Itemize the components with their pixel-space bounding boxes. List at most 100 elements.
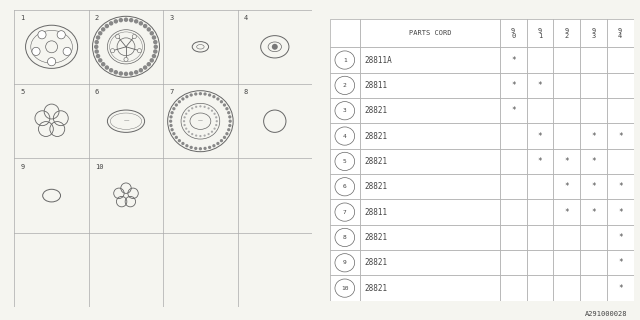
Text: 28821: 28821 bbox=[365, 157, 388, 166]
Bar bbox=[330, 174, 360, 199]
Bar bbox=[360, 276, 500, 301]
Circle shape bbox=[129, 18, 133, 22]
Circle shape bbox=[172, 107, 175, 110]
Text: 5: 5 bbox=[20, 89, 24, 95]
Circle shape bbox=[178, 139, 181, 142]
Bar bbox=[607, 199, 634, 225]
Bar bbox=[527, 124, 554, 149]
Bar bbox=[607, 19, 634, 47]
Circle shape bbox=[216, 142, 220, 145]
Circle shape bbox=[169, 120, 172, 123]
Text: 28821: 28821 bbox=[365, 132, 388, 140]
Circle shape bbox=[228, 124, 232, 127]
Bar bbox=[580, 98, 607, 124]
Bar bbox=[330, 124, 360, 149]
Circle shape bbox=[207, 107, 210, 109]
Bar bbox=[330, 19, 360, 47]
Text: *: * bbox=[564, 157, 569, 166]
Bar bbox=[330, 250, 360, 276]
Bar bbox=[607, 250, 634, 276]
Bar bbox=[500, 149, 527, 174]
Circle shape bbox=[170, 111, 173, 114]
Bar bbox=[360, 250, 500, 276]
Circle shape bbox=[195, 134, 197, 137]
Bar bbox=[580, 149, 607, 174]
Bar bbox=[500, 73, 527, 98]
Text: PARTS CORD: PARTS CORD bbox=[409, 30, 451, 36]
Circle shape bbox=[152, 54, 156, 58]
Circle shape bbox=[228, 115, 232, 118]
Bar bbox=[330, 199, 360, 225]
Circle shape bbox=[101, 62, 106, 67]
Circle shape bbox=[134, 19, 138, 24]
Text: 28821: 28821 bbox=[365, 284, 388, 292]
Circle shape bbox=[208, 93, 211, 97]
Bar bbox=[500, 225, 527, 250]
Text: *: * bbox=[618, 132, 623, 140]
Circle shape bbox=[147, 27, 151, 32]
Bar bbox=[554, 73, 580, 98]
Text: *: * bbox=[618, 258, 623, 267]
Bar bbox=[500, 174, 527, 199]
Circle shape bbox=[181, 142, 184, 145]
Text: *: * bbox=[538, 81, 542, 90]
Circle shape bbox=[189, 146, 193, 149]
Text: 2: 2 bbox=[95, 15, 99, 21]
Circle shape bbox=[104, 24, 109, 28]
Text: 6: 6 bbox=[343, 184, 347, 189]
Text: 9: 9 bbox=[343, 260, 347, 265]
Bar bbox=[330, 225, 360, 250]
Text: *: * bbox=[538, 157, 542, 166]
Circle shape bbox=[191, 133, 193, 135]
Bar bbox=[607, 124, 634, 149]
Text: 9
4: 9 4 bbox=[618, 28, 622, 39]
Circle shape bbox=[212, 144, 216, 148]
Circle shape bbox=[101, 27, 106, 32]
Bar bbox=[580, 19, 607, 47]
Text: 4: 4 bbox=[244, 15, 248, 21]
Bar bbox=[330, 98, 360, 124]
Circle shape bbox=[207, 133, 210, 135]
Circle shape bbox=[118, 71, 123, 76]
Circle shape bbox=[181, 97, 184, 100]
Bar bbox=[527, 73, 554, 98]
Circle shape bbox=[113, 19, 118, 24]
Circle shape bbox=[225, 132, 228, 135]
Bar bbox=[360, 199, 500, 225]
Circle shape bbox=[150, 58, 154, 63]
Text: A291000028: A291000028 bbox=[585, 311, 627, 317]
Text: *: * bbox=[511, 81, 516, 90]
Circle shape bbox=[132, 35, 136, 39]
Bar bbox=[500, 124, 527, 149]
Circle shape bbox=[170, 128, 173, 131]
Circle shape bbox=[96, 35, 100, 40]
Bar bbox=[527, 98, 554, 124]
Text: 1: 1 bbox=[343, 58, 347, 62]
Circle shape bbox=[184, 124, 186, 126]
Circle shape bbox=[63, 47, 71, 55]
Text: 9
1: 9 1 bbox=[538, 28, 542, 39]
Bar bbox=[500, 276, 527, 301]
Text: 9
3: 9 3 bbox=[591, 28, 596, 39]
Bar bbox=[607, 73, 634, 98]
Circle shape bbox=[185, 113, 188, 115]
Circle shape bbox=[272, 44, 278, 50]
Text: 28821: 28821 bbox=[365, 106, 388, 115]
Circle shape bbox=[220, 100, 223, 103]
Circle shape bbox=[172, 132, 175, 135]
Circle shape bbox=[153, 40, 157, 44]
Circle shape bbox=[204, 147, 207, 150]
Circle shape bbox=[214, 128, 216, 130]
Circle shape bbox=[211, 109, 213, 112]
Circle shape bbox=[138, 49, 141, 53]
Bar bbox=[500, 98, 527, 124]
Circle shape bbox=[191, 107, 193, 109]
Circle shape bbox=[124, 72, 128, 76]
Text: *: * bbox=[564, 208, 569, 217]
Text: *: * bbox=[618, 182, 623, 191]
Circle shape bbox=[129, 71, 133, 76]
Circle shape bbox=[139, 68, 143, 73]
Bar bbox=[360, 47, 500, 73]
Circle shape bbox=[113, 70, 118, 75]
Text: 5: 5 bbox=[343, 159, 347, 164]
